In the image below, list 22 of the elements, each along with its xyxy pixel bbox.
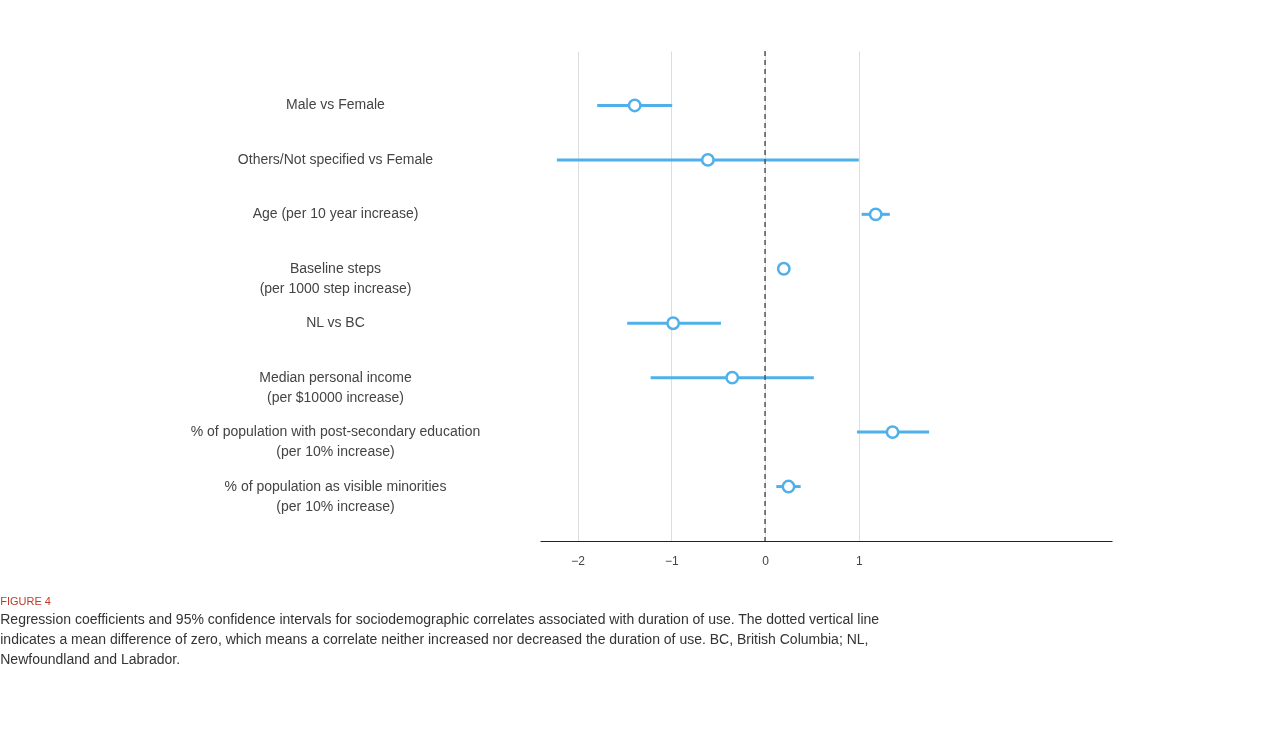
y-tick-label: % of population as visible minorities (per 10% increase) (224, 477, 447, 514)
text: FIGURE 4 (0, 595, 51, 607)
x-tick-label: 0 (762, 553, 770, 568)
point (666, 316, 681, 331)
y-tick-label: Male vs Female (286, 96, 386, 113)
text: Regression coefficients and 95% confidence intervals for sociodemographic correlates associated with duration of use. The dotted vertical line indicates a mean difference of zero, which means a correlate neither increased nor decreased the duration of use. BC, British Columbia; NL, Newfoundland and Labrador. (0, 611, 880, 667)
x-tick-label: 1 (855, 553, 863, 568)
x-tick-label: −1 (664, 553, 679, 568)
point (781, 479, 796, 494)
x-tick-label: −2 (571, 553, 586, 568)
y-tick-label: Median personal income (per $10000 increase) (259, 368, 412, 405)
point (700, 152, 715, 167)
y-tick-label: Baseline steps (per 1000 step increase) (259, 259, 412, 296)
point (627, 98, 642, 113)
y-tick-label: Others/Not specified vs Female (237, 150, 434, 167)
point (885, 425, 900, 440)
point (776, 261, 791, 276)
y-tick-label: Age (per 10 year increase) (252, 205, 419, 222)
point (725, 370, 740, 385)
point (868, 207, 883, 222)
y-tick-label: % of population with post-secondary education (per 10% increase) (190, 423, 481, 460)
y-tick-label: NL vs BC (306, 314, 365, 331)
